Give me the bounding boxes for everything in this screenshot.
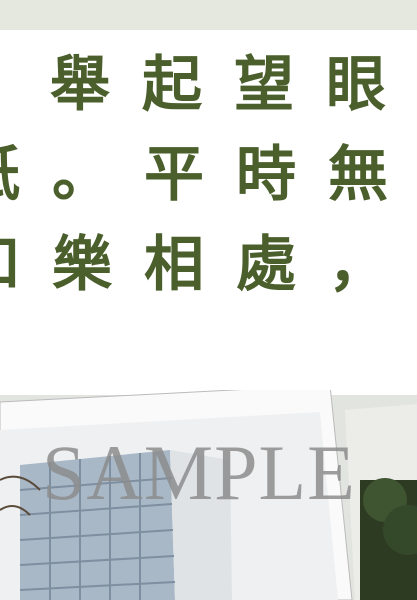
branches (0, 475, 41, 516)
text-line: 紙。平時無 (0, 140, 417, 210)
building-side (170, 450, 232, 600)
text-line: 舉起望眼 (50, 50, 417, 120)
tree (383, 505, 417, 555)
watermark: SAMPLE (42, 429, 356, 516)
top-band (0, 0, 417, 30)
text-line: 和樂相處， (0, 230, 417, 300)
window-grid (19, 453, 176, 600)
photo-area (0, 390, 417, 600)
